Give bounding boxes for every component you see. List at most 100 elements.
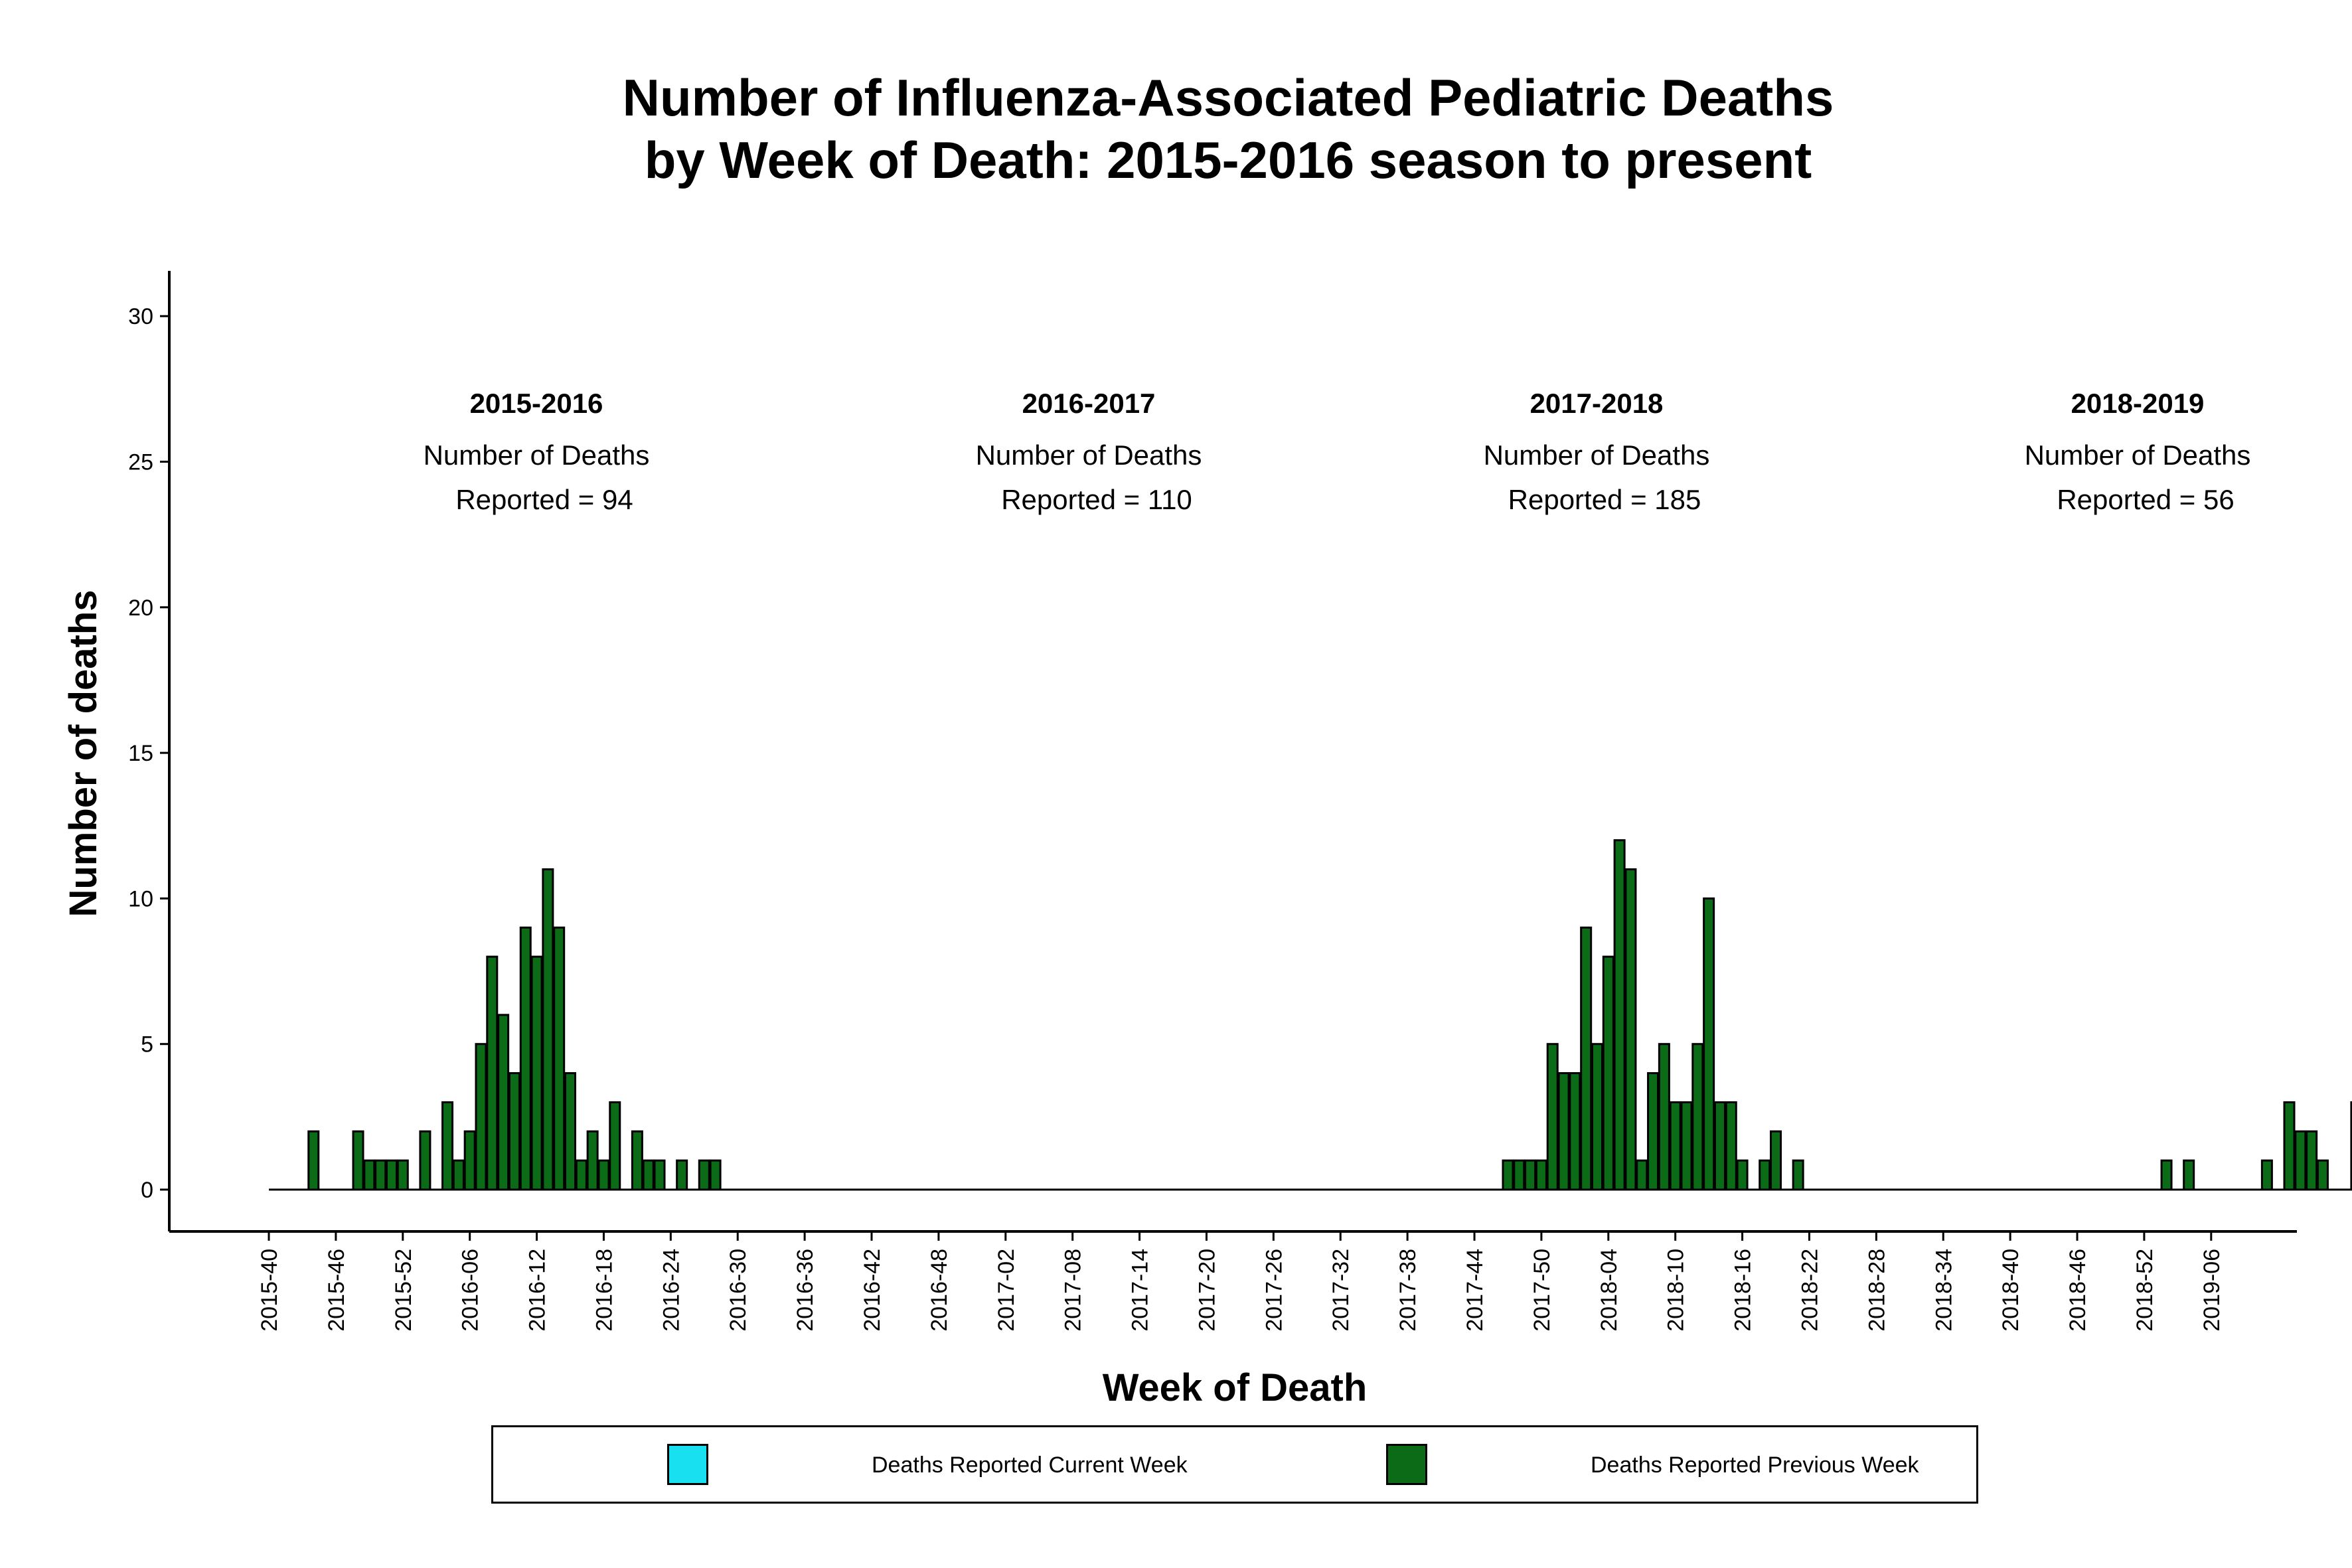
bar-previous-week [452, 1159, 465, 1191]
x-tick-label: 2019-06 [2199, 1249, 2225, 1332]
season-deaths-count: Reported = 94 [455, 484, 633, 515]
x-tick-label: 2018-28 [1864, 1249, 1889, 1332]
y-tick-label: 15 [128, 741, 153, 766]
season-deaths-label: Number of Deaths [2025, 439, 2251, 471]
legend-label-previous-week: Deaths Reported Previous Week [1591, 1452, 1919, 1478]
bar-previous-week [1569, 1072, 1581, 1191]
x-tick-label: 2015-46 [324, 1249, 349, 1332]
bar-previous-week [307, 1130, 320, 1191]
axes-layer: 0 5 10 15 20 25 30 2015-40 2015-46 2015-52 2016-06… [128, 271, 2297, 1332]
bar-previous-week [441, 1101, 454, 1191]
bar-previous-week [631, 1130, 643, 1191]
x-tick-label: 2018-40 [1998, 1249, 2023, 1332]
bar-previous-week [653, 1159, 666, 1191]
bar-previous-week [2260, 1159, 2273, 1191]
x-tick-label: 2016-30 [726, 1249, 751, 1332]
bar-previous-week [1580, 926, 1593, 1191]
bar-previous-week [2316, 1159, 2329, 1191]
bars-layer [269, 839, 2352, 1191]
annotations-layer: 2015-2016 Number of Deaths Reported = 94 20… [424, 388, 2251, 515]
bar-previous-week [1535, 1159, 1547, 1191]
bar-previous-week [530, 955, 543, 1191]
season-deaths-label: Number of Deaths [1484, 439, 1710, 471]
bar-previous-week [363, 1159, 376, 1191]
x-tick-label: 2018-52 [2132, 1249, 2157, 1332]
x-tick-label: 2018-10 [1664, 1249, 1689, 1332]
bar-previous-week [352, 1130, 364, 1191]
y-tick-label: 20 [128, 595, 153, 621]
bar-previous-week [2283, 1101, 2296, 1191]
bar-previous-week [519, 926, 532, 1191]
bar-previous-week [1546, 1043, 1559, 1191]
bar-previous-week [508, 1072, 520, 1191]
chart-title-line-1: Number of Influenza-Associated Pediatric… [622, 68, 1834, 127]
season-deaths-count: Reported = 185 [1508, 484, 1701, 515]
bar-previous-week [1658, 1043, 1670, 1191]
bar-previous-week [419, 1130, 431, 1191]
bar-previous-week [642, 1159, 655, 1191]
bar-previous-week [497, 1014, 510, 1191]
bar-previous-week [542, 868, 554, 1191]
bar-previous-week [1736, 1159, 1749, 1191]
bar-previous-week [1725, 1101, 1737, 1191]
chart-title-line-2: by Week of Death: 2015-2016 season to pr… [644, 131, 1812, 189]
bar-previous-week [1524, 1159, 1537, 1191]
season-label: 2018-2019 [2071, 388, 2205, 419]
bar-previous-week [2350, 1101, 2352, 1191]
bar-previous-week [1680, 1101, 1693, 1191]
x-tick-label: 2017-20 [1194, 1249, 1219, 1332]
season-deaths-count: Reported = 56 [2057, 484, 2234, 515]
x-tick-label: 2016-18 [591, 1249, 617, 1332]
bar-previous-week [2160, 1159, 2173, 1191]
bar-previous-week [2294, 1130, 2307, 1191]
bar-previous-week [586, 1130, 599, 1191]
x-tick-label: 2017-38 [1395, 1249, 1421, 1332]
bar-previous-week [553, 926, 566, 1191]
legend-swatch-previous-week [1386, 1444, 1427, 1485]
bar-previous-week [575, 1159, 588, 1191]
x-tick-label: 2016-06 [458, 1249, 483, 1332]
bar-previous-week [1713, 1101, 1726, 1191]
x-tick-label: 2017-14 [1128, 1249, 1153, 1332]
season-label: 2017-2018 [1530, 388, 1664, 419]
bar-previous-week [2183, 1159, 2195, 1191]
x-tick-label: 2017-08 [1061, 1249, 1086, 1332]
bar-previous-week [564, 1072, 577, 1191]
bar-previous-week [1647, 1072, 1660, 1191]
x-tick-label: 2018-22 [1797, 1249, 1822, 1332]
y-tick-label: 10 [128, 886, 153, 911]
legend-swatch-current-week [667, 1444, 708, 1485]
bar-previous-week [1602, 955, 1614, 1191]
bar-previous-week [1636, 1159, 1648, 1191]
bar-previous-week [597, 1159, 610, 1191]
legend: Deaths Reported Current Week Deaths Repo… [491, 1425, 1978, 1504]
x-tick-label: 2017-32 [1328, 1249, 1354, 1332]
season-deaths-label: Number of Deaths [424, 439, 650, 471]
season-label: 2015-2016 [470, 388, 603, 419]
bar-previous-week [1703, 897, 1715, 1191]
x-tick-label: 2016-42 [860, 1249, 885, 1332]
x-tick-label: 2016-24 [659, 1249, 684, 1332]
y-tick-label: 25 [128, 450, 153, 475]
bar-previous-week [385, 1159, 398, 1191]
bar-previous-week [609, 1101, 621, 1191]
bar-previous-week [1669, 1101, 1682, 1191]
bar-previous-week [1557, 1072, 1570, 1191]
bar-previous-week [1770, 1130, 1782, 1191]
x-tick-label: 2017-02 [994, 1249, 1019, 1332]
bar-previous-week [475, 1043, 487, 1191]
x-tick-label: 2018-34 [1931, 1249, 1956, 1332]
bar-previous-week [1759, 1159, 1771, 1191]
bar-previous-week [2306, 1130, 2318, 1191]
x-tick-label: 2016-48 [927, 1249, 952, 1332]
bar-previous-week [1624, 868, 1637, 1191]
legend-label-current-week: Deaths Reported Current Week [872, 1452, 1188, 1478]
y-tick-label: 30 [128, 304, 153, 329]
bar-previous-week [1513, 1159, 1526, 1191]
x-tick-label: 2018-16 [1731, 1249, 1756, 1332]
bar-previous-week [486, 955, 499, 1191]
bar-previous-week [698, 1159, 710, 1191]
bar-previous-week [709, 1159, 722, 1191]
x-tick-label: 2016-36 [793, 1249, 818, 1332]
